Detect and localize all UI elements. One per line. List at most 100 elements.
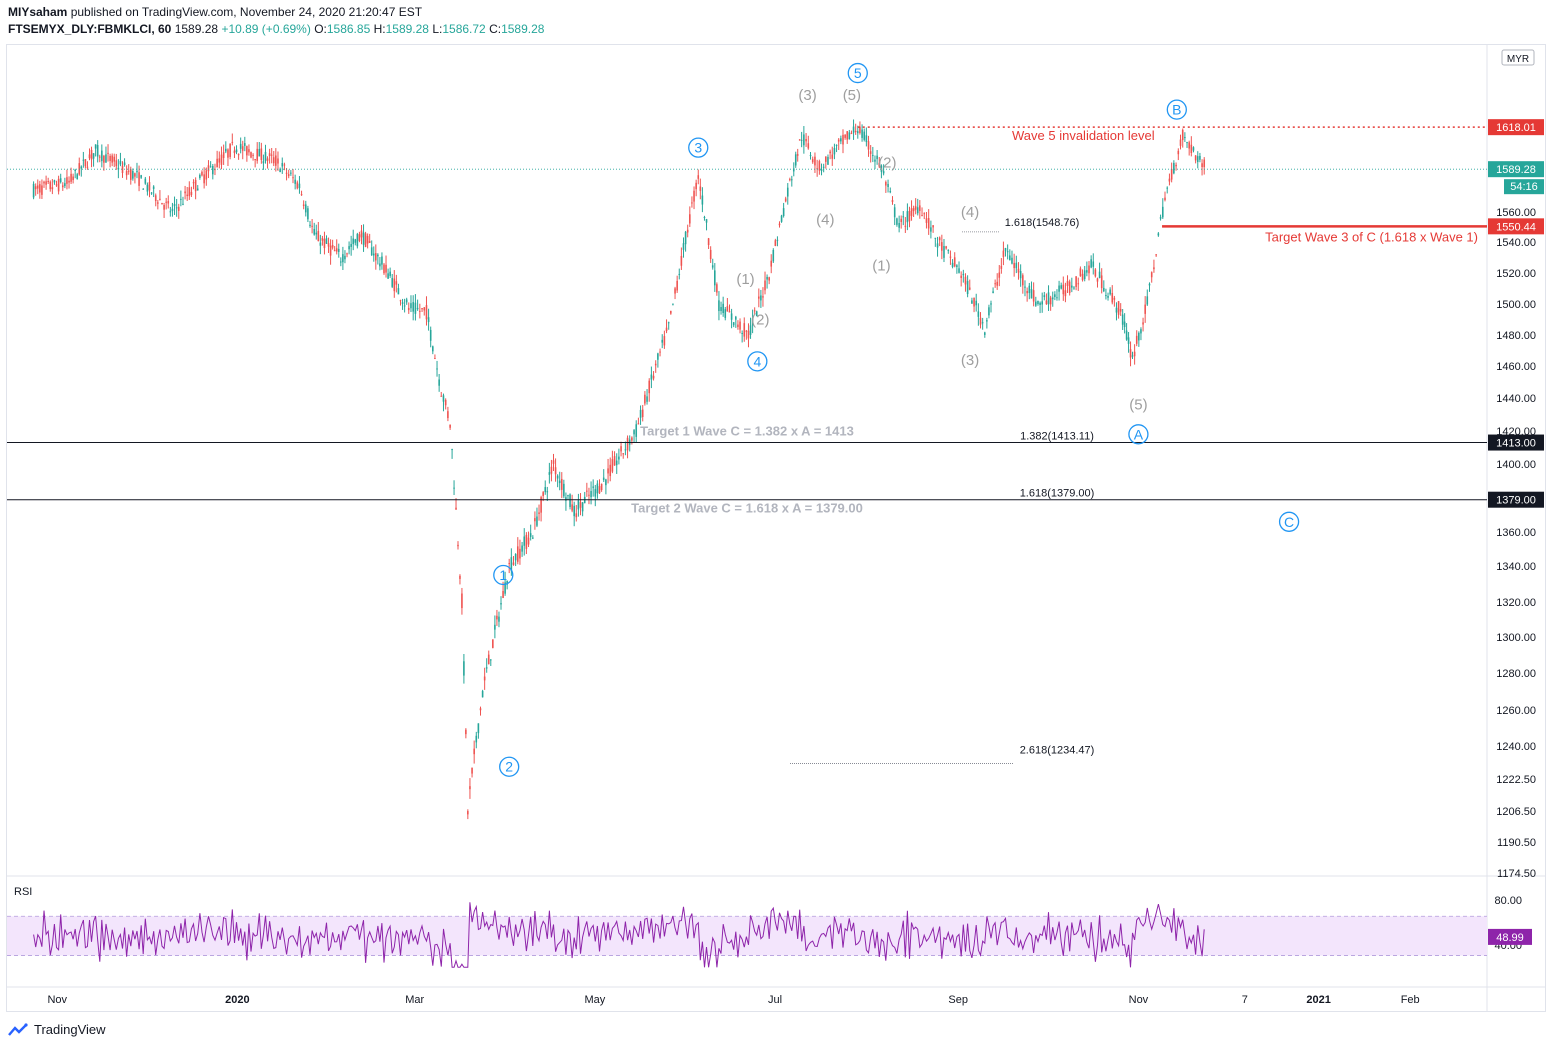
candle-body (644, 394, 646, 404)
candle-body (329, 245, 332, 256)
candle-body (818, 161, 821, 171)
published-text: published on TradingView.com, November 2… (70, 5, 423, 19)
candle-body (82, 159, 85, 161)
candle-body (691, 202, 693, 204)
candle-body (1022, 275, 1024, 286)
candle-body (699, 186, 702, 191)
candle-body (573, 505, 575, 517)
candle-body (461, 593, 463, 609)
candle-body (745, 330, 748, 332)
candle-body (1155, 254, 1157, 256)
candle-body (718, 300, 720, 312)
candle-body (631, 437, 633, 441)
candle-body (684, 231, 687, 245)
publisher-name[interactable]: MIYsaham (8, 5, 68, 19)
candle-body (496, 615, 498, 620)
candle-body (523, 536, 526, 546)
candle-body (716, 284, 718, 293)
candle-body (354, 239, 357, 243)
candle-body (831, 154, 834, 159)
candle-body (1077, 283, 1080, 285)
candle-body (579, 502, 582, 508)
candle-body (313, 228, 316, 235)
symbol-name[interactable]: FTSEMYX_DLY:FBMKLCI, 60 (8, 22, 172, 36)
invalidation-price-tag (1488, 119, 1544, 136)
candle-body (368, 241, 371, 243)
candle-body (571, 504, 573, 511)
candle-body (325, 238, 328, 244)
candle-body (558, 480, 561, 484)
candle-body (590, 491, 592, 498)
candle-body (285, 172, 288, 174)
candle-body (1203, 159, 1206, 168)
close-value: 1589.28 (501, 22, 545, 36)
candle-body (859, 126, 861, 134)
candle-body (766, 276, 768, 280)
candle-body (1166, 187, 1169, 189)
candle-body (1032, 290, 1035, 302)
candle-body (1138, 332, 1140, 341)
candle-body (789, 179, 791, 181)
candle-body (127, 170, 130, 172)
candle-body (1199, 155, 1201, 160)
candle-body (882, 171, 885, 174)
candle-body (203, 174, 205, 184)
candle-body (1024, 286, 1026, 288)
candle-body (161, 202, 163, 205)
countdown-tag (1504, 179, 1544, 195)
candle-body (142, 188, 145, 190)
candle-body (1068, 281, 1071, 293)
candle-body (393, 278, 396, 292)
candle-body (129, 169, 132, 180)
candle-body (111, 155, 113, 163)
wave-circle (688, 137, 709, 158)
candle-body (66, 177, 68, 184)
candle-body (705, 219, 708, 223)
target-price-tag-1 (1488, 434, 1544, 451)
x-tick-label: Mar (405, 994, 424, 1006)
candle-body (209, 166, 212, 168)
candle-body (703, 216, 706, 218)
candle-body (947, 249, 950, 251)
candle-body (383, 264, 385, 274)
candle-body (581, 502, 584, 512)
candle-body (72, 176, 74, 180)
y-tick-label: 1300.00 (1496, 632, 1536, 644)
candle-body (711, 265, 714, 268)
candle-body (252, 154, 254, 156)
candle-body (722, 303, 724, 313)
x-tick-label: May (584, 994, 605, 1006)
candle-body (958, 268, 960, 273)
candle-body (98, 156, 101, 158)
subwave-label: (2) (751, 312, 769, 329)
candle-body (945, 246, 947, 249)
candle-body (1153, 267, 1155, 270)
footer-brand[interactable]: TradingView (8, 1022, 106, 1037)
candle-body (659, 351, 661, 353)
candle-body (904, 225, 907, 227)
candle-body (577, 500, 580, 510)
candle-body (346, 253, 348, 255)
candle-body (401, 302, 404, 304)
candle-body (370, 247, 373, 256)
candle-body (1196, 156, 1199, 162)
candle-body (898, 222, 900, 228)
candle-body (1142, 322, 1144, 325)
y-tick-label: 1222.50 (1496, 774, 1536, 786)
candle-body (620, 446, 622, 452)
candle-body (1123, 321, 1126, 328)
candle-body (171, 208, 174, 212)
candle-body (459, 575, 461, 579)
candle-body (184, 191, 186, 194)
candle-body (389, 271, 391, 276)
candle-body (540, 497, 542, 513)
candle-body (1086, 270, 1088, 273)
candle-body (229, 143, 231, 157)
y-tick-label: 1560.00 (1496, 207, 1536, 219)
candle-body (434, 358, 436, 360)
y-tick-label: 1240.00 (1496, 741, 1536, 753)
candle-body (796, 154, 799, 156)
candle-body (302, 204, 305, 207)
fib-label: 1.618(1379.00) (1020, 488, 1095, 500)
